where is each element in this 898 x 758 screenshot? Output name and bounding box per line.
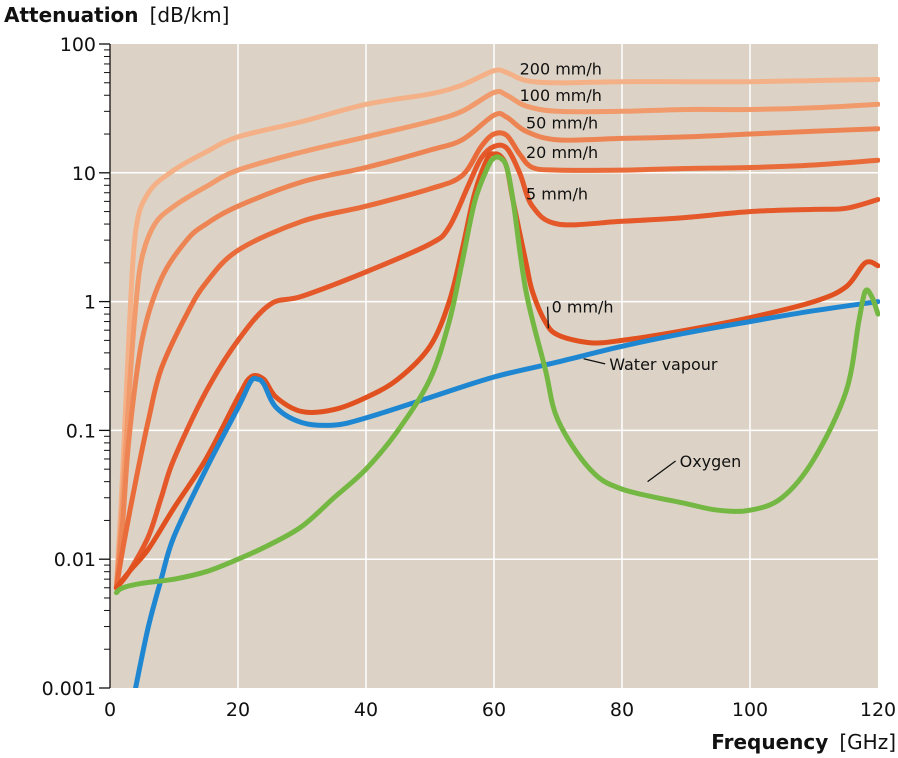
leader-line-oxygen	[647, 460, 676, 483]
y-axis-title-bold: Attenuation	[4, 3, 139, 27]
y-tick-label: 0.01	[54, 549, 96, 571]
series-label-50-mm-h: 50 mm/h	[526, 114, 598, 133]
series-line-water-vapour	[133, 299, 880, 688]
series-line-oxygen	[113, 154, 880, 596]
series-line-5-mm-h	[113, 142, 880, 591]
series-label-20-mm-h: 20 mm/h	[526, 143, 598, 162]
y-tick-label: 1	[84, 292, 96, 314]
y-tick-label: 10	[72, 163, 96, 185]
axes: 0 20 40 60 80 100 120 0.001 0.01 0.1 1 10 100	[42, 34, 897, 721]
x-axis-title: Frequency [GHz]	[711, 730, 896, 754]
series-lines	[113, 67, 880, 688]
series-label-200-mm-h: 200 mm/h	[520, 59, 602, 78]
y-tick-label: 0.1	[66, 420, 96, 442]
series-line-100-mm-h	[113, 88, 880, 591]
y-tick-label: 0.001	[42, 678, 96, 700]
x-tick-label: 80	[610, 699, 634, 721]
series-label-5-mm-h: 5 mm/h	[526, 185, 588, 204]
series-line-0-mm-h	[113, 151, 880, 591]
x-tick-label: 100	[732, 699, 768, 721]
series-label-100-mm-h: 100 mm/h	[520, 86, 602, 105]
x-tick-label: 60	[482, 699, 506, 721]
x-tick-label: 20	[226, 699, 250, 721]
series-label-0-mm-h: 0 mm/h	[552, 298, 614, 317]
x-tick-label: 40	[354, 699, 378, 721]
series-line-50-mm-h	[113, 110, 880, 591]
leader-line-0-mm-h	[546, 306, 550, 329]
series-line-20-mm-h	[113, 130, 880, 591]
y-tick-label: 100	[60, 34, 96, 56]
series-label-oxygen: Oxygen	[680, 452, 742, 471]
series-line-200-mm-h	[113, 67, 880, 591]
x-tick-label: 120	[860, 699, 896, 721]
x-tick-label: 0	[104, 699, 116, 721]
x-axis-title-bold: Frequency	[711, 730, 828, 754]
leader-line-water-vapour	[583, 358, 606, 365]
grid	[110, 44, 878, 688]
series-label-water-vapour: Water vapour	[609, 355, 718, 374]
x-axis-title-unit: [GHz]	[839, 730, 896, 754]
y-axis-title-unit: [dB/km]	[150, 3, 230, 27]
y-axis-title: Attenuation [dB/km]	[4, 3, 229, 27]
series-labels: 200 mm/h 100 mm/h 50 mm/h 20 mm/h 5 mm/h 0 mm…	[520, 59, 742, 483]
